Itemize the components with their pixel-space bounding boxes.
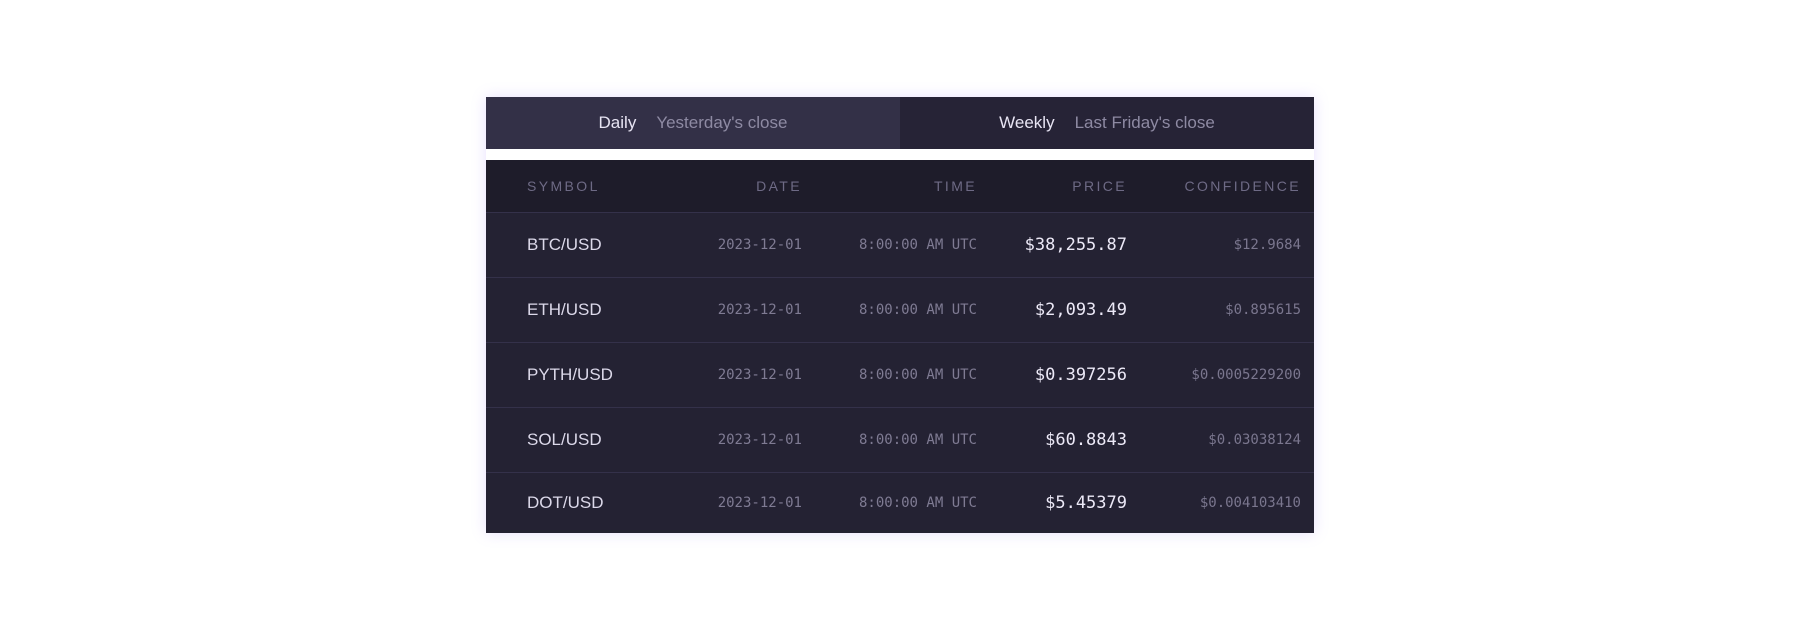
- cell-price: $60.8843: [1045, 430, 1127, 450]
- cell-time: 8:00:00 AM UTC: [858, 432, 977, 448]
- tab-weekly-description: Last Friday's close: [1074, 113, 1215, 132]
- cell-price: $2,093.49: [1034, 300, 1127, 320]
- cell-time: 8:00:00 AM UTC: [858, 302, 977, 318]
- cell-date: 2023-12-01: [717, 302, 802, 318]
- period-tabs: Daily Yesterday's close Weekly Last Frid…: [486, 97, 1314, 149]
- cell-price: $5.45379: [1045, 493, 1127, 513]
- price-table: SYMBOL DATE TIME PRICE CONFIDENCE BTC/US…: [486, 160, 1314, 533]
- column-header-price[interactable]: PRICE: [1072, 178, 1127, 194]
- cell-symbol: DOT/USD: [527, 493, 604, 512]
- column-header-symbol[interactable]: SYMBOL: [527, 178, 600, 194]
- cell-confidence: $0.004103410: [1199, 495, 1301, 511]
- cell-time: 8:00:00 AM UTC: [858, 237, 977, 253]
- cell-date: 2023-12-01: [717, 495, 802, 511]
- cell-symbol: SOL/USD: [527, 430, 602, 449]
- cell-date: 2023-12-01: [717, 237, 802, 253]
- cell-price: $38,255.87: [1024, 235, 1127, 255]
- column-header-confidence[interactable]: CONFIDENCE: [1184, 178, 1301, 194]
- cell-date: 2023-12-01: [717, 432, 802, 448]
- column-header-date[interactable]: DATE: [756, 178, 802, 194]
- table-row[interactable]: DOT/USD 2023-12-01 8:00:00 AM UTC $5.453…: [486, 473, 1314, 533]
- cell-time: 8:00:00 AM UTC: [858, 367, 977, 383]
- table-row[interactable]: PYTH/USD 2023-12-01 8:00:00 AM UTC $0.39…: [486, 343, 1314, 408]
- cell-symbol: BTC/USD: [527, 235, 602, 254]
- cell-time: 8:00:00 AM UTC: [858, 495, 977, 511]
- cell-confidence: $12.9684: [1233, 237, 1301, 253]
- cell-price: $0.397256: [1034, 365, 1127, 385]
- tab-weekly-label: Weekly: [999, 113, 1055, 132]
- table-row[interactable]: BTC/USD 2023-12-01 8:00:00 AM UTC $38,25…: [486, 213, 1314, 278]
- column-header-time[interactable]: TIME: [933, 178, 977, 194]
- price-history-widget: Daily Yesterday's close Weekly Last Frid…: [486, 97, 1314, 533]
- tab-weekly[interactable]: Weekly Last Friday's close: [900, 97, 1314, 149]
- cell-date: 2023-12-01: [717, 367, 802, 383]
- cell-confidence: $0.895615: [1225, 302, 1301, 318]
- cell-confidence: $0.03038124: [1208, 432, 1301, 448]
- cell-confidence: $0.0005229200: [1191, 367, 1301, 383]
- cell-symbol: PYTH/USD: [527, 365, 613, 384]
- tab-daily-description: Yesterday's close: [656, 113, 788, 132]
- table-row[interactable]: ETH/USD 2023-12-01 8:00:00 AM UTC $2,093…: [486, 278, 1314, 343]
- cell-symbol: ETH/USD: [527, 300, 602, 319]
- tab-daily-label: Daily: [598, 113, 637, 132]
- table-header: SYMBOL DATE TIME PRICE CONFIDENCE: [486, 160, 1314, 213]
- tab-daily[interactable]: Daily Yesterday's close: [486, 97, 900, 149]
- table-row[interactable]: SOL/USD 2023-12-01 8:00:00 AM UTC $60.88…: [486, 408, 1314, 473]
